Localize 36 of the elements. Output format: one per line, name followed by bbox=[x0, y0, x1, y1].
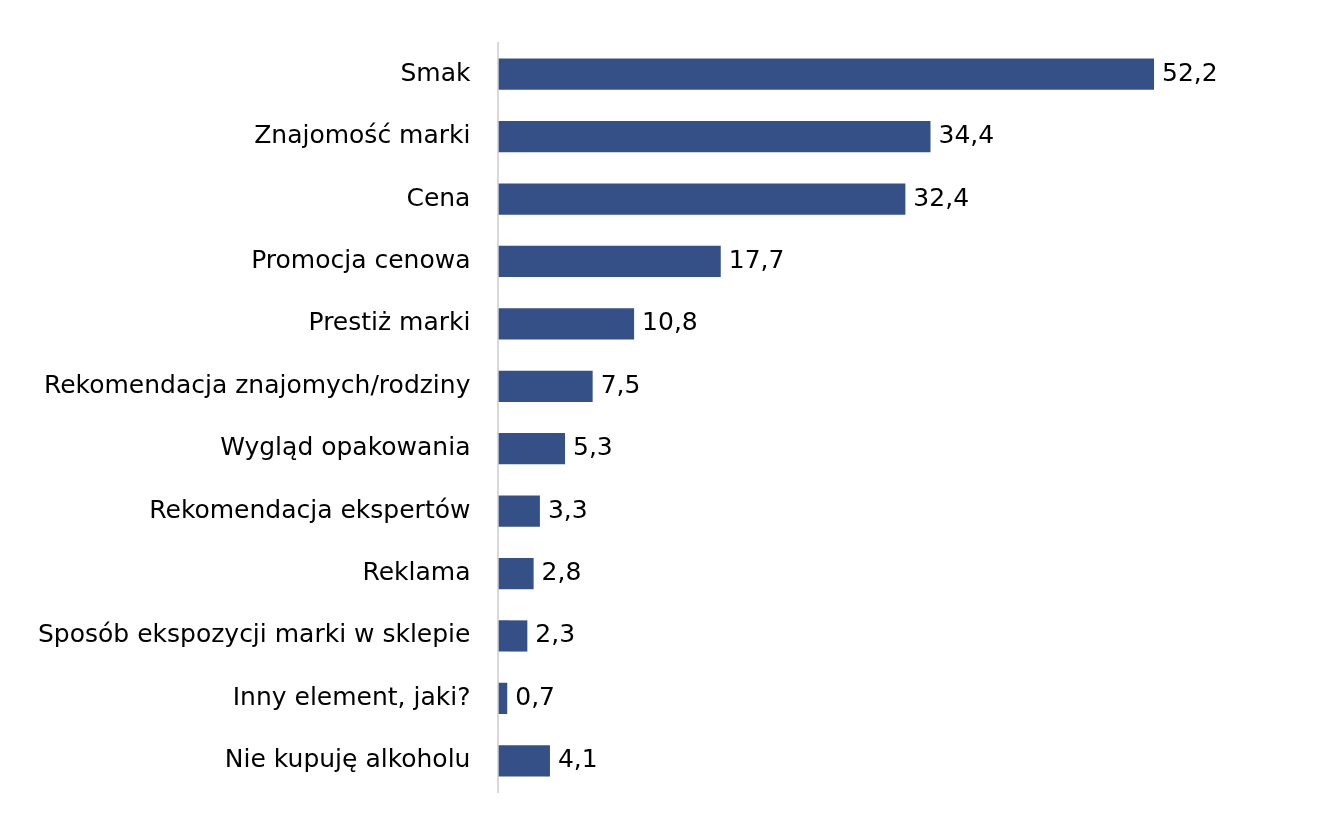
bar bbox=[498, 682, 508, 714]
data-label: 3,3 bbox=[547, 494, 588, 524]
data-label: 7,5 bbox=[600, 369, 641, 399]
data-label: 32,4 bbox=[913, 182, 970, 212]
y-tick-label: Rekomendacja znajomych/rodziny bbox=[43, 369, 471, 399]
data-label: 10,8 bbox=[642, 307, 698, 337]
y-tick-label: Rekomendacja ekspertów bbox=[149, 494, 471, 524]
bar bbox=[498, 433, 566, 465]
y-tick-label: Znajomość marki bbox=[254, 120, 471, 150]
data-label: 4,1 bbox=[557, 744, 598, 774]
bar bbox=[498, 121, 931, 153]
y-tick-label: Smak bbox=[400, 57, 471, 87]
data-label: 5,3 bbox=[573, 432, 613, 462]
data-label: 34,4 bbox=[938, 120, 995, 150]
y-tick-label: Nie kupuję alkoholu bbox=[224, 744, 471, 774]
data-label: 0,7 bbox=[515, 681, 556, 711]
y-tick-label: Sposób ekspozycji marki w sklepie bbox=[37, 619, 471, 649]
bar bbox=[498, 58, 1155, 90]
bar bbox=[498, 557, 534, 590]
y-tick-label: Reklama bbox=[362, 557, 471, 587]
bar bbox=[498, 745, 550, 777]
bar bbox=[498, 183, 906, 215]
y-tick-label: Cena bbox=[406, 182, 471, 212]
y-tick-label: Wygląd opakowania bbox=[220, 432, 471, 462]
y-tick-label: Inny element, jaki? bbox=[232, 681, 471, 711]
bar bbox=[498, 495, 540, 527]
bar bbox=[498, 245, 721, 278]
data-label: 2,3 bbox=[535, 619, 576, 649]
data-label: 52,2 bbox=[1162, 57, 1218, 87]
y-tick-label: Prestiż marki bbox=[308, 307, 471, 337]
y-tick-label: Promocja cenowa bbox=[251, 244, 471, 274]
bar bbox=[498, 370, 593, 402]
data-label: 2,8 bbox=[541, 557, 582, 587]
bar bbox=[498, 308, 635, 340]
data-label: 17,7 bbox=[728, 244, 785, 274]
bar bbox=[498, 620, 528, 652]
